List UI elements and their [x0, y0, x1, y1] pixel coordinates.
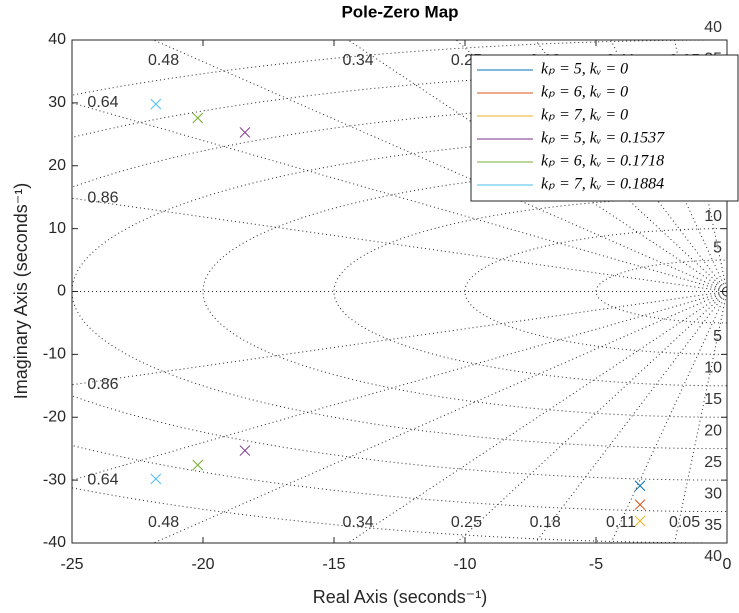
legend-label: kₚ = 5, kᵥ = 0: [541, 61, 628, 78]
frequency-label: 20: [704, 422, 722, 439]
damping-label: 0.25: [451, 514, 482, 531]
legend-box: [470, 54, 739, 202]
x-tick-label: -25: [60, 556, 83, 573]
legend-label: kₚ = 7, kᵥ = 0: [541, 107, 628, 124]
pole-marker: [239, 127, 251, 138]
legend-label: kₚ = 6, kᵥ = 0: [541, 84, 628, 101]
damping-grid: [347, 291, 727, 543]
y-tick-label: -30: [43, 471, 66, 488]
frequency-label: 10: [704, 208, 722, 225]
y-tick-label: 30: [48, 94, 66, 111]
frequency-label: 40: [704, 548, 722, 565]
damping-label: 0.34: [343, 52, 374, 69]
x-tick-label: -20: [191, 556, 214, 573]
x-tick-label: -5: [589, 556, 603, 573]
y-axis-label: Imaginary Axis (seconds⁻¹): [11, 183, 31, 400]
pole-marker: [150, 98, 162, 110]
x-tick-label: -15: [322, 556, 345, 573]
damping-label: 0.48: [148, 52, 179, 69]
frequency-label: 5: [713, 328, 722, 345]
damping-label: 0.05: [669, 514, 700, 531]
y-tick-label: 10: [48, 220, 66, 237]
legend-label: kₚ = 7, kᵥ = 0.1884: [541, 176, 664, 193]
frequency-label: 35: [704, 517, 722, 534]
legend-label: kₚ = 5, kᵥ = 0.1537: [541, 130, 665, 147]
damping-label: 0.34: [343, 514, 374, 531]
damping-grid: [347, 40, 727, 292]
pole-marker: [192, 112, 204, 124]
y-tick-label: 0: [57, 283, 66, 300]
pole-marker: [634, 480, 646, 492]
y-tick-label: -10: [43, 346, 66, 363]
pole-marker: [239, 445, 251, 456]
y-tick-label: -20: [43, 408, 66, 425]
damping-label: 0.18: [530, 514, 561, 531]
x-tick-label: 0: [723, 556, 732, 573]
y-tick-label: 40: [48, 31, 66, 48]
frequency-label: 10: [704, 360, 722, 377]
pole-marker: [634, 515, 646, 527]
damping-label: 0.48: [148, 514, 179, 531]
y-tick-label: -40: [43, 534, 66, 551]
damping-label: 0.86: [87, 189, 118, 206]
y-tick-label: 20: [48, 157, 66, 174]
frequency-label: 25: [704, 454, 722, 471]
frequency-label: 5: [713, 239, 722, 256]
frequency-label: 30: [704, 485, 722, 502]
damping-label: 0.64: [87, 471, 118, 488]
damping-label: 0.64: [87, 94, 118, 111]
chart-title: Pole-Zero Map: [341, 2, 458, 21]
frequency-label: 40: [704, 19, 722, 36]
pole-marker: [634, 499, 646, 510]
pole-marker: [150, 473, 162, 485]
pole-marker: [192, 459, 204, 471]
legend-label: kₚ = 6, kᵥ = 0.1718: [541, 153, 664, 170]
damping-label: 0.86: [87, 376, 118, 393]
damping-label: 0.11: [606, 514, 636, 531]
frequency-label: 15: [704, 391, 722, 408]
x-tick-label: -10: [453, 556, 476, 573]
x-axis-label: Real Axis (seconds⁻¹): [313, 587, 488, 607]
